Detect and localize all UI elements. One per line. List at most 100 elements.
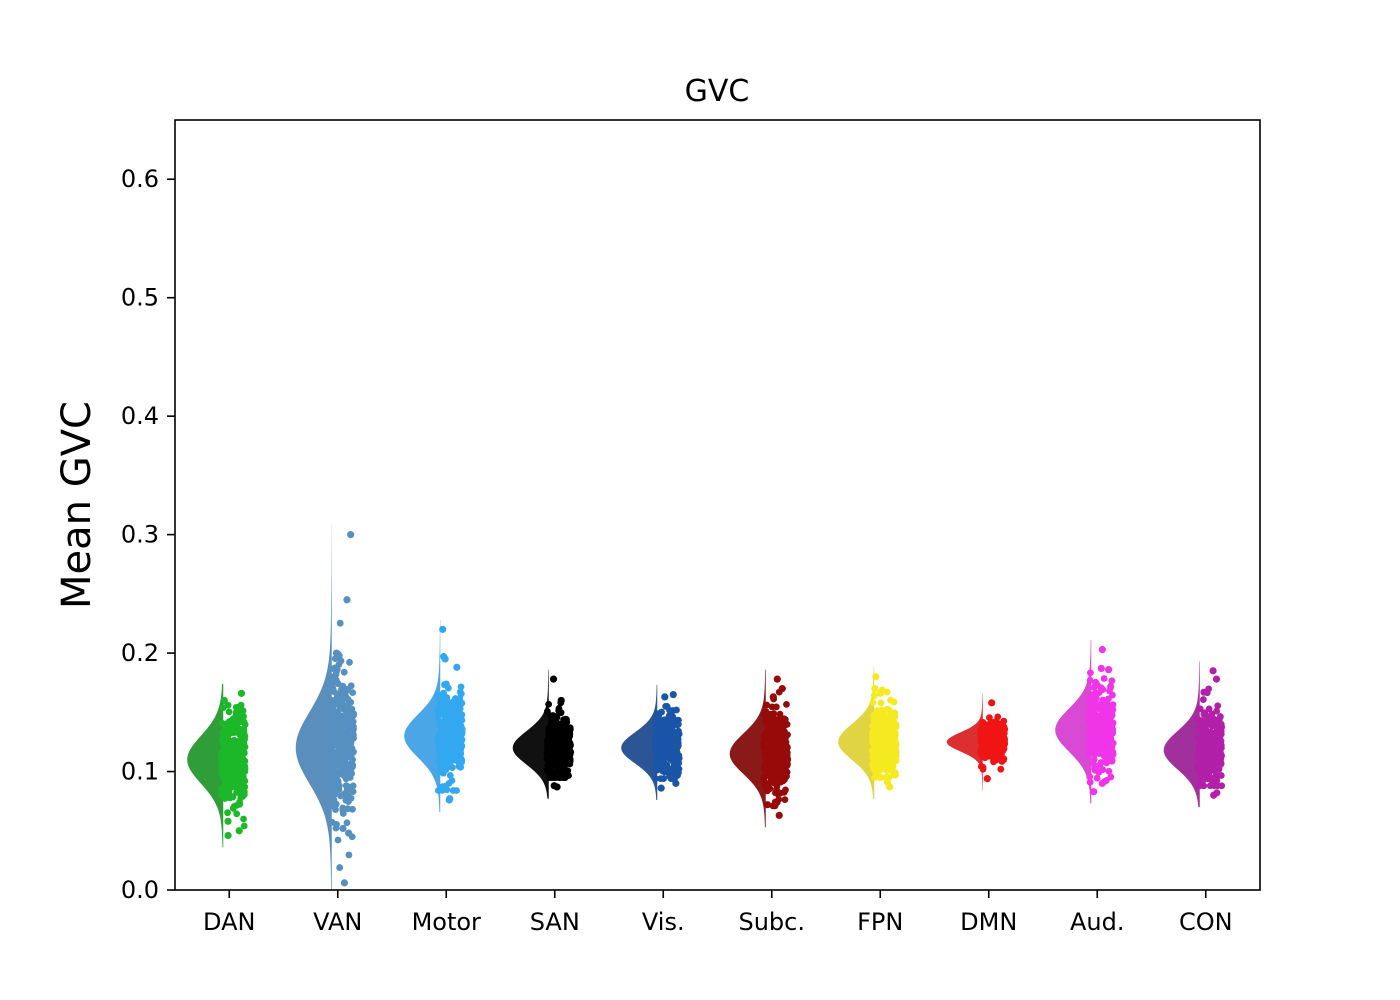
data-point (336, 721, 344, 729)
data-point (1099, 698, 1106, 706)
data-point (978, 753, 986, 760)
data-point (776, 710, 784, 718)
data-point (1203, 732, 1211, 740)
series-fpn (838, 667, 900, 799)
data-point (667, 775, 675, 783)
data-point (226, 747, 234, 755)
outlier-point (661, 693, 669, 701)
data-point (563, 716, 570, 723)
outlier-point (763, 801, 772, 809)
data-point (240, 761, 248, 769)
data-point (875, 746, 882, 753)
x-tick-label: DMN (960, 908, 1017, 936)
data-point (781, 796, 789, 803)
data-point (449, 739, 456, 747)
data-point (1089, 760, 1097, 768)
data-point (657, 775, 664, 783)
data-point (783, 768, 791, 776)
data-point (659, 717, 667, 724)
data-point (1198, 737, 1206, 745)
data-point (872, 751, 880, 759)
data-point (767, 725, 775, 733)
data-point (1097, 721, 1105, 729)
data-point (453, 787, 460, 794)
data-point (219, 763, 227, 771)
data-point (770, 710, 778, 717)
outlier-point (334, 650, 342, 658)
violin-shape (187, 683, 224, 848)
data-point (767, 745, 775, 752)
data-point (1217, 720, 1225, 728)
data-point (231, 729, 239, 736)
data-point (434, 738, 442, 746)
data-point (869, 699, 877, 706)
data-point (781, 734, 789, 741)
data-point (1200, 782, 1208, 790)
data-point (236, 741, 244, 749)
outlier-point (1105, 666, 1113, 674)
violin-shape (404, 619, 441, 812)
data-point (669, 768, 676, 776)
data-point (329, 798, 337, 806)
data-point (348, 705, 356, 713)
x-tick-label: Aud. (1070, 908, 1125, 936)
data-point (1000, 743, 1008, 751)
data-point (1105, 767, 1113, 775)
data-point (877, 699, 885, 707)
outlier-point (657, 784, 665, 792)
data-point (224, 731, 232, 739)
data-point (334, 779, 342, 787)
data-point (985, 749, 993, 757)
data-point (1086, 745, 1094, 753)
data-point (238, 770, 246, 778)
data-point (230, 783, 238, 791)
data-point (979, 763, 987, 771)
data-point (340, 668, 348, 676)
data-point (1087, 669, 1094, 677)
data-point (549, 749, 557, 757)
data-point (237, 731, 245, 739)
data-point (780, 756, 787, 764)
data-point (782, 786, 789, 794)
data-point (780, 742, 788, 750)
data-point (1106, 720, 1114, 728)
data-point (457, 755, 465, 763)
series-san (512, 669, 575, 799)
data-point (761, 763, 769, 770)
series-vis (621, 685, 683, 800)
data-point (674, 752, 682, 760)
data-point (335, 758, 343, 766)
data-point (228, 753, 235, 761)
data-point (347, 767, 355, 775)
violin-shape (946, 693, 983, 791)
series-motor (404, 619, 466, 812)
violin-shape (295, 525, 332, 890)
data-point (891, 709, 899, 717)
data-point (881, 729, 889, 736)
series-aud (1055, 640, 1117, 804)
data-point (232, 713, 239, 720)
data-point (344, 805, 352, 813)
data-point (563, 757, 571, 765)
data-point (550, 729, 557, 737)
data-point (434, 787, 442, 794)
violin-shape (729, 669, 766, 828)
data-point (349, 761, 357, 769)
data-point (239, 793, 246, 801)
x-tick-label: Subc. (738, 908, 805, 936)
data-point (330, 791, 338, 799)
data-point (1101, 739, 1109, 747)
data-point (449, 702, 457, 710)
data-point (877, 734, 885, 742)
series-dmn (946, 693, 1009, 791)
data-point (441, 729, 449, 737)
data-point (458, 730, 466, 738)
data-point (1092, 739, 1099, 747)
data-point (343, 751, 351, 759)
data-point (546, 739, 553, 746)
data-point (1199, 753, 1207, 761)
data-point (554, 740, 562, 748)
data-point (332, 824, 340, 832)
outlier-point (347, 531, 355, 539)
data-point (1090, 729, 1098, 737)
